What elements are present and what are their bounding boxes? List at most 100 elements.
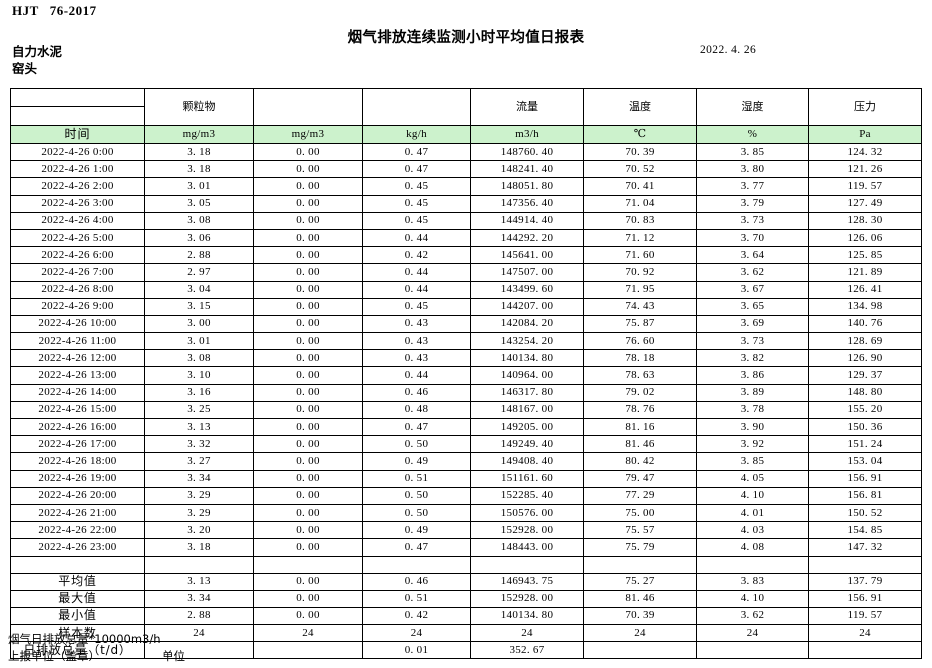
cell-value (470, 555, 584, 574)
cell-value: 0. 00 (253, 366, 363, 385)
table-row: 2022-4-26 4:00 3. 08 0. 00 0. 45 144914. 40 7… (10, 211, 922, 230)
column-header-unit-2: mg/m3 (253, 125, 363, 144)
cell-value: 0. 00 (253, 211, 363, 230)
cell-value: 352. 67 (470, 641, 584, 660)
report-date: 2022. 4. 26 (700, 44, 757, 56)
cell-value: 156. 91 (808, 469, 922, 488)
table-summary-row: 日排放总量（t/d） 0. 01 352. 67 (10, 641, 922, 660)
cell-value: 78. 18 (583, 349, 697, 368)
cell-value: 3. 85 (696, 452, 809, 471)
table-spacer-row (10, 555, 922, 574)
cell-value: 3. 69 (696, 314, 809, 334)
cell-value: 81. 16 (583, 417, 697, 437)
cell-value: 0. 00 (253, 297, 363, 316)
table-row: 2022-4-26 21:00 3. 29 0. 00 0. 50 150576. 00… (10, 503, 922, 523)
cell-timestamp: 2022-4-26 15:00 (10, 400, 145, 420)
cell-value: 0. 51 (362, 469, 471, 488)
cell-value: 148. 80 (808, 383, 922, 402)
cell-value: 2. 88 (144, 246, 254, 265)
cell-timestamp: 2022-4-26 17:00 (10, 435, 145, 454)
header-blank-cell-time (10, 88, 145, 107)
header-group-cell-6: 湿度 (696, 88, 809, 126)
cell-value: 0. 50 (362, 486, 471, 505)
footer-reporter-line: 上报单位（盖章） 单位 (8, 648, 185, 664)
header-group-cell-2 (253, 88, 363, 126)
cell-value: 0. 00 (253, 142, 363, 162)
cell-value: 148241. 40 (470, 160, 584, 179)
cell-value: 3. 62 (696, 263, 809, 282)
cell-timestamp: 2022-4-26 22:00 (10, 521, 145, 540)
cell-value: 140. 76 (808, 314, 922, 334)
cell-value: 0. 44 (362, 366, 471, 385)
cell-value: 0. 44 (362, 263, 471, 282)
cell-value: 150576. 00 (470, 503, 584, 523)
cell-value: 147. 32 (808, 538, 922, 557)
emission-report-table: 颗粒物 流量 温度 湿度 压力 时间 mg/m3 mg/m3 kg/h m3/h (10, 88, 922, 660)
cell-value: 78. 63 (583, 366, 697, 385)
cell-value: 0. 42 (362, 606, 471, 626)
cell-value: 0. 46 (362, 572, 471, 591)
cell-value: 76. 60 (583, 332, 697, 351)
cell-value: 149249. 40 (470, 435, 584, 454)
cell-value: 3. 92 (696, 435, 809, 454)
cell-value: 78. 76 (583, 400, 697, 420)
cell-value: 0. 48 (362, 400, 471, 420)
cell-spacer (10, 555, 145, 574)
cell-value: 144292. 20 (470, 228, 584, 248)
cell-value: 4. 10 (696, 589, 809, 608)
cell-value: 3. 34 (144, 469, 254, 488)
table-body: 2022-4-26 0:00 3. 18 0. 00 0. 47 148760. 40 7… (10, 142, 922, 660)
cell-value: 0. 00 (253, 469, 363, 488)
cell-value: 0. 51 (362, 589, 471, 608)
cell-value: 3. 89 (696, 383, 809, 402)
table-row: 2022-4-26 12:00 3. 08 0. 00 0. 43 140134. 80… (10, 349, 922, 368)
header-group-cell-4: 流量 (470, 88, 584, 126)
cell-value: 151161. 60 (470, 469, 584, 488)
cell-value: 150. 52 (808, 503, 922, 523)
cell-value: 148443. 00 (470, 538, 584, 557)
cell-value: 0. 00 (253, 314, 363, 334)
cell-value: 0. 44 (362, 280, 471, 299)
cell-value: 75. 00 (583, 503, 697, 523)
cell-value: 4. 05 (696, 469, 809, 488)
cell-value: 3. 18 (144, 160, 254, 179)
table-row: 2022-4-26 13:00 3. 10 0. 00 0. 44 140964. 00… (10, 366, 922, 385)
cell-value: 125. 85 (808, 246, 922, 265)
cell-value: 0. 49 (362, 521, 471, 540)
cell-value: 152285. 40 (470, 486, 584, 505)
column-header-unit-3: kg/h (362, 125, 471, 144)
table-row: 2022-4-26 22:00 3. 20 0. 00 0. 49 152928. 00… (10, 521, 922, 540)
cell-value: 74. 43 (583, 297, 697, 316)
organization-subunit: 窑头 (12, 61, 38, 76)
header-blank-row: 颗粒物 流量 温度 湿度 压力 (10, 88, 922, 126)
cell-value: 3. 15 (144, 297, 254, 316)
cell-value: 70. 39 (583, 606, 697, 626)
cell-value: 75. 87 (583, 314, 697, 334)
standard-code: HJT 76-2017 (12, 3, 97, 18)
cell-value: 3. 67 (696, 280, 809, 299)
cell-value: 126. 06 (808, 228, 922, 248)
cell-value (808, 641, 922, 660)
cell-value: 0. 00 (253, 400, 363, 420)
cell-value: 3. 78 (696, 400, 809, 420)
cell-timestamp: 2022-4-26 16:00 (10, 417, 145, 437)
cell-summary-label: 日排放总量（t/d） (10, 641, 145, 660)
cell-value: 0. 43 (362, 349, 471, 368)
header-group-cell-1: 颗粒物 (144, 88, 254, 126)
cell-value: 70. 52 (583, 160, 697, 179)
report-table-wrapper: 颗粒物 流量 温度 湿度 压力 时间 mg/m3 mg/m3 kg/h m3/h (10, 88, 922, 660)
cell-timestamp: 2022-4-26 1:00 (10, 160, 145, 179)
cell-value: 155. 20 (808, 400, 922, 420)
cell-value: 3. 79 (696, 194, 809, 213)
table-row: 2022-4-26 8:00 3. 04 0. 00 0. 44 143499. 60 7… (10, 280, 922, 299)
cell-value: 79. 02 (583, 383, 697, 402)
cell-value: 24 (470, 624, 584, 643)
table-row: 2022-4-26 2:00 3. 01 0. 00 0. 45 148051. 80 7… (10, 177, 922, 196)
cell-value: 0. 00 (253, 263, 363, 282)
cell-value: 147356. 40 (470, 194, 584, 213)
cell-value: 0. 45 (362, 194, 471, 213)
cell-value: 71. 12 (583, 228, 697, 248)
header-group-cell-5: 温度 (583, 88, 697, 126)
cell-value: 121. 89 (808, 263, 922, 282)
